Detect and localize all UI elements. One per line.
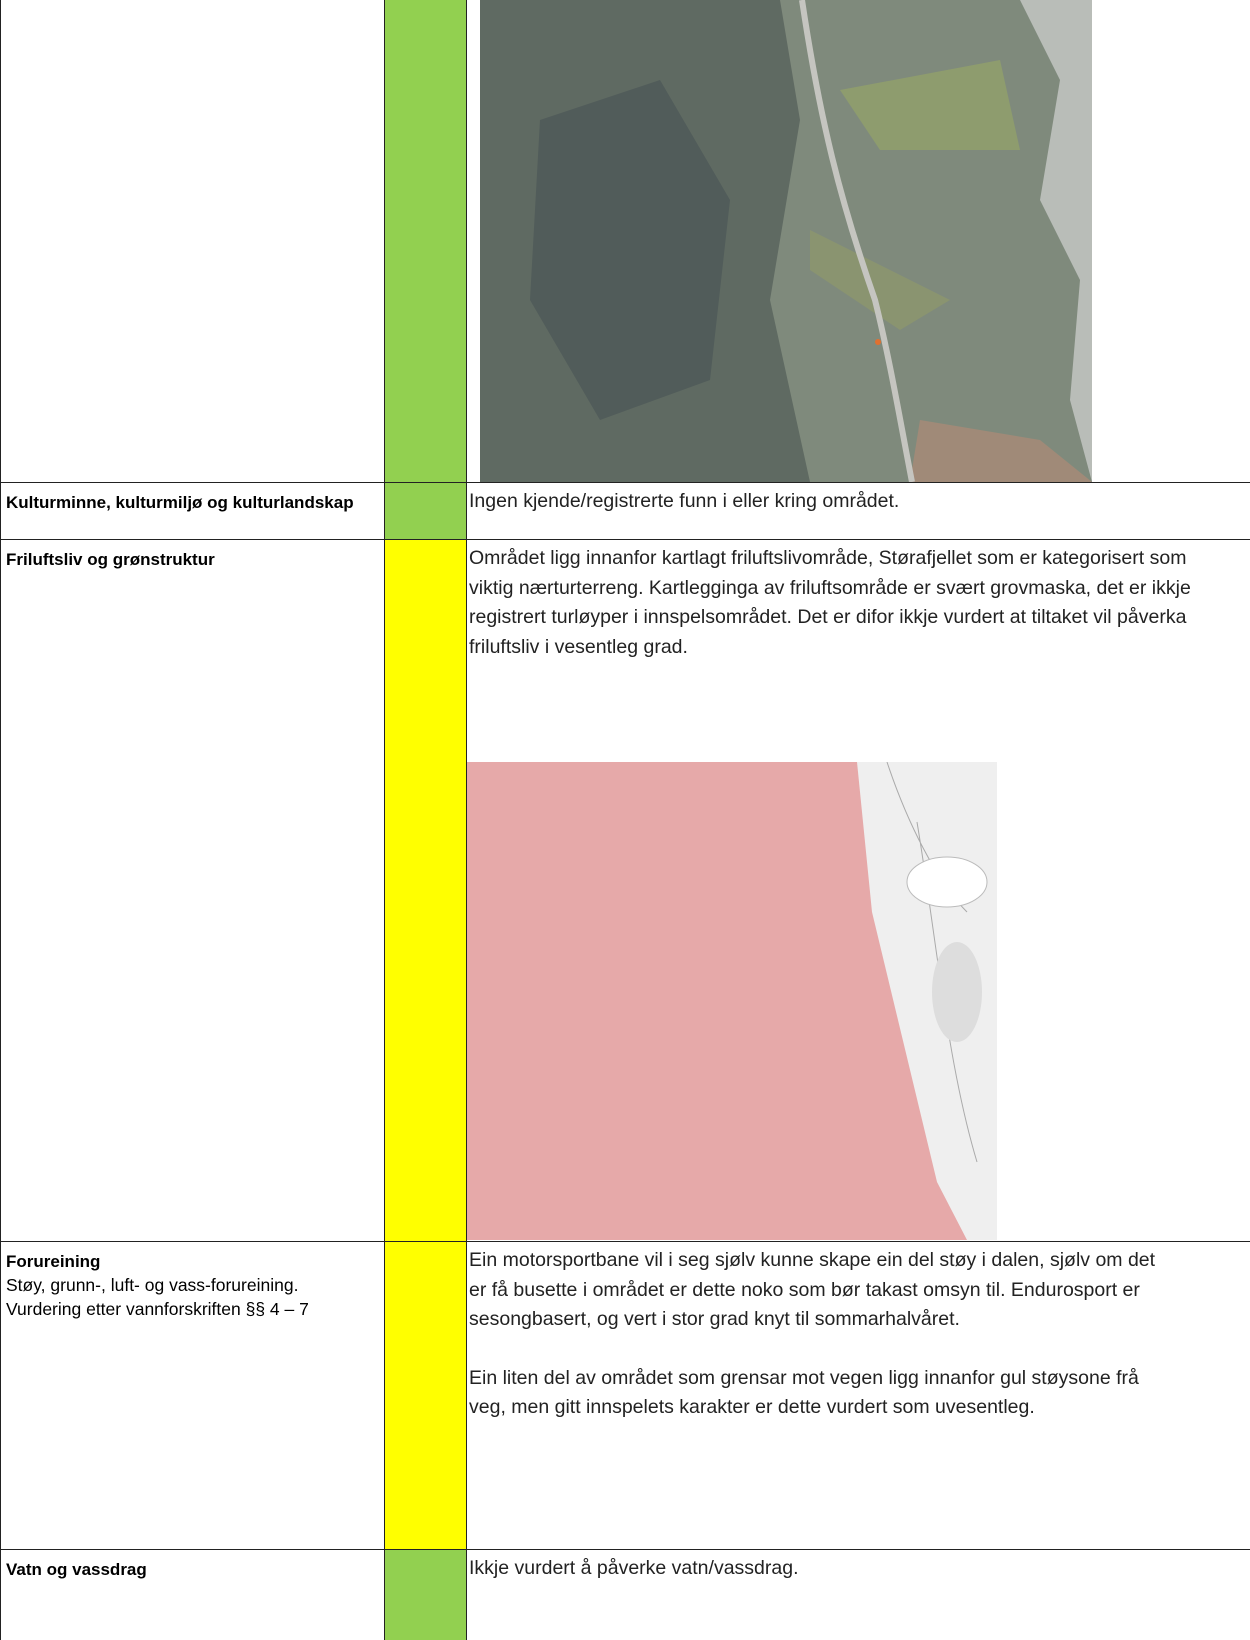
label: Forureining: [6, 1252, 101, 1271]
text-cell: Området ligg innanfor kartlagt friluftsl…: [469, 540, 1204, 691]
table-row: Forureining Støy, grunn-, luft- og vass-f…: [0, 1242, 1250, 1550]
paragraph: Området ligg innanfor kartlagt friluftsl…: [469, 547, 1191, 658]
table-row: [0, 0, 1250, 483]
text-cell: Ingen kjende/registrerte funn i eller kr…: [469, 483, 1204, 546]
table-row: Vatn og vassdrag Ikkje vurdert å påverke…: [0, 1550, 1250, 1640]
label-cell: [0, 0, 385, 482]
label-cell: Kulturminne, kulturmiljø og kulturlandsk…: [0, 483, 385, 539]
rating-cell: [385, 1242, 467, 1549]
rating-cell: [385, 540, 467, 1241]
paragraph: Ikkje vurdert å påverke vatn/vassdrag.: [469, 1557, 799, 1579]
label-cell: Forureining Støy, grunn-, luft- og vass-f…: [0, 1242, 385, 1549]
map: [467, 762, 997, 1240]
label-cell: Vatn og vassdrag: [0, 1550, 385, 1640]
table-row: Friluftsliv og grønstruktur Området ligg…: [0, 540, 1250, 1242]
label-cell: Friluftsliv og grønstruktur: [0, 540, 385, 1241]
aerial-photo: [480, 0, 1092, 482]
sublabel: Støy, grunn-, luft- og vass-forureining.…: [6, 1275, 309, 1319]
paragraph: Ingen kjende/registrerte funn i eller kr…: [469, 490, 900, 512]
rating-cell: [385, 1550, 467, 1640]
text-cell: Ein motorsportbane vil i seg sjølv kunne…: [469, 1242, 1159, 1452]
label: Kulturminne, kulturmiljø og kulturlandsk…: [6, 493, 354, 512]
text-cell: Ikkje vurdert å påverke vatn/vassdrag.: [469, 1550, 1204, 1613]
label: Friluftsliv og grønstruktur: [6, 550, 215, 569]
rating-cell: [385, 0, 467, 482]
rating-cell: [385, 483, 467, 539]
label: Vatn og vassdrag: [6, 1560, 147, 1579]
paragraph: Ein liten del av området som grensar mot…: [469, 1366, 1139, 1419]
table-row: Kulturminne, kulturmiljø og kulturlandsk…: [0, 483, 1250, 540]
paragraph: Ein motorsportbane vil i seg sjølv kunne…: [469, 1249, 1156, 1330]
